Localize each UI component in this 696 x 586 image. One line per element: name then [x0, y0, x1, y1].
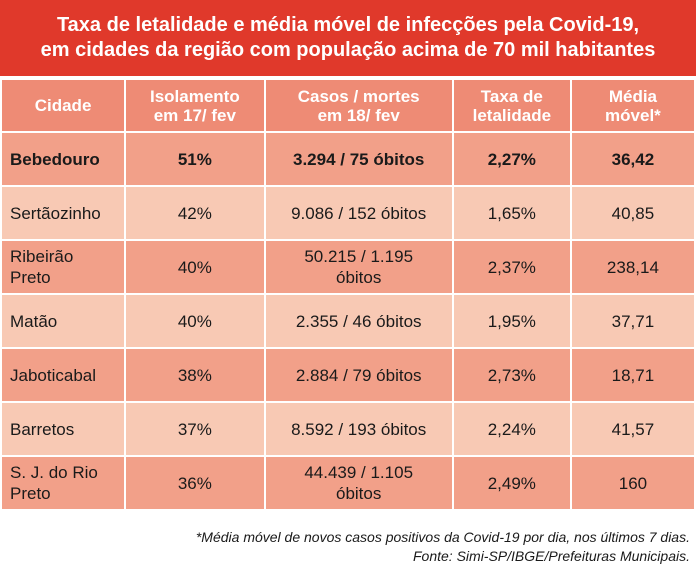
table-row: Bebedouro 51% 3.294 / 75 óbitos 2,27% 36…: [2, 133, 694, 185]
cell-cases: 50.215 / 1.195 óbitos: [265, 241, 452, 293]
cell-city: Jaboticabal: [2, 349, 125, 401]
cell-cases: 2.884 / 79 óbitos: [265, 349, 452, 401]
table-row: Jaboticabal 38% 2.884 / 79 óbitos 2,73% …: [2, 349, 694, 401]
cell-moving-avg: 37,71: [571, 295, 694, 347]
cell-lethality: 2,27%: [453, 133, 570, 185]
cell-moving-avg: 18,71: [571, 349, 694, 401]
cell-cases: 8.592 / 193 óbitos: [265, 403, 452, 455]
cell-cases: 9.086 / 152 óbitos: [265, 187, 452, 239]
table-row: Sertãozinho 42% 9.086 / 152 óbitos 1,65%…: [2, 187, 694, 239]
cell-isolation: 40%: [126, 295, 264, 347]
cell-moving-avg: 160: [571, 457, 694, 509]
table-row: Ribeirão Preto 40% 50.215 / 1.195 óbitos…: [2, 241, 694, 293]
cell-city: Bebedouro: [2, 133, 125, 185]
table-row: Matão 40% 2.355 / 46 óbitos 1,95% 37,71: [2, 295, 694, 347]
footer: *Média móvel de novos casos positivos da…: [196, 528, 690, 566]
cell-moving-avg: 41,57: [571, 403, 694, 455]
cell-city: S. J. do Rio Preto: [2, 457, 125, 509]
source-credit: Fonte: Simi-SP/IBGE/Prefeituras Municipa…: [413, 548, 690, 564]
cell-moving-avg: 238,14: [571, 241, 694, 293]
cell-city: Barretos: [2, 403, 125, 455]
header-cidade: Cidade: [2, 80, 125, 131]
header-casos-mortes: Casos / mortes em 18/ fev: [265, 80, 452, 131]
header-row: Cidade Isolamento em 17/ fev Casos / mort…: [2, 80, 694, 131]
cell-isolation: 42%: [126, 187, 264, 239]
table-row: Barretos 37% 8.592 / 193 óbitos 2,24% 41…: [2, 403, 694, 455]
cell-lethality: 1,95%: [453, 295, 570, 347]
cell-moving-avg: 36,42: [571, 133, 694, 185]
header-isolamento: Isolamento em 17/ fev: [126, 80, 264, 131]
cell-isolation: 40%: [126, 241, 264, 293]
cell-city: Sertãozinho: [2, 187, 125, 239]
cell-isolation: 38%: [126, 349, 264, 401]
cell-cases: 2.355 / 46 óbitos: [265, 295, 452, 347]
cell-city: Matão: [2, 295, 125, 347]
cell-isolation: 36%: [126, 457, 264, 509]
cell-lethality: 2,49%: [453, 457, 570, 509]
cell-isolation: 37%: [126, 403, 264, 455]
table-title: Taxa de letalidade e média móvel de infe…: [0, 0, 696, 76]
cell-moving-avg: 40,85: [571, 187, 694, 239]
header-taxa-letalidade: Taxa de letalidade: [453, 80, 570, 131]
cell-isolation: 51%: [126, 133, 264, 185]
cell-cases: 44.439 / 1.105 óbitos: [265, 457, 452, 509]
header-media-movel: Média móvel*: [571, 80, 694, 131]
footnote: *Média móvel de novos casos positivos da…: [195, 529, 690, 545]
title-line-1: Taxa de letalidade e média móvel de infe…: [56, 14, 640, 36]
cell-cases: 3.294 / 75 óbitos: [265, 133, 452, 185]
cell-city: Ribeirão Preto: [2, 241, 125, 293]
table-row: S. J. do Rio Preto 36% 44.439 / 1.105 ób…: [2, 457, 694, 509]
cell-lethality: 2,24%: [453, 403, 570, 455]
cell-lethality: 2,73%: [453, 349, 570, 401]
title-line-2: em cidades da região com população acima…: [40, 39, 656, 61]
cell-lethality: 2,37%: [453, 241, 570, 293]
covid-data-table: Cidade Isolamento em 17/ fev Casos / mort…: [0, 78, 696, 511]
cell-lethality: 1,65%: [453, 187, 570, 239]
